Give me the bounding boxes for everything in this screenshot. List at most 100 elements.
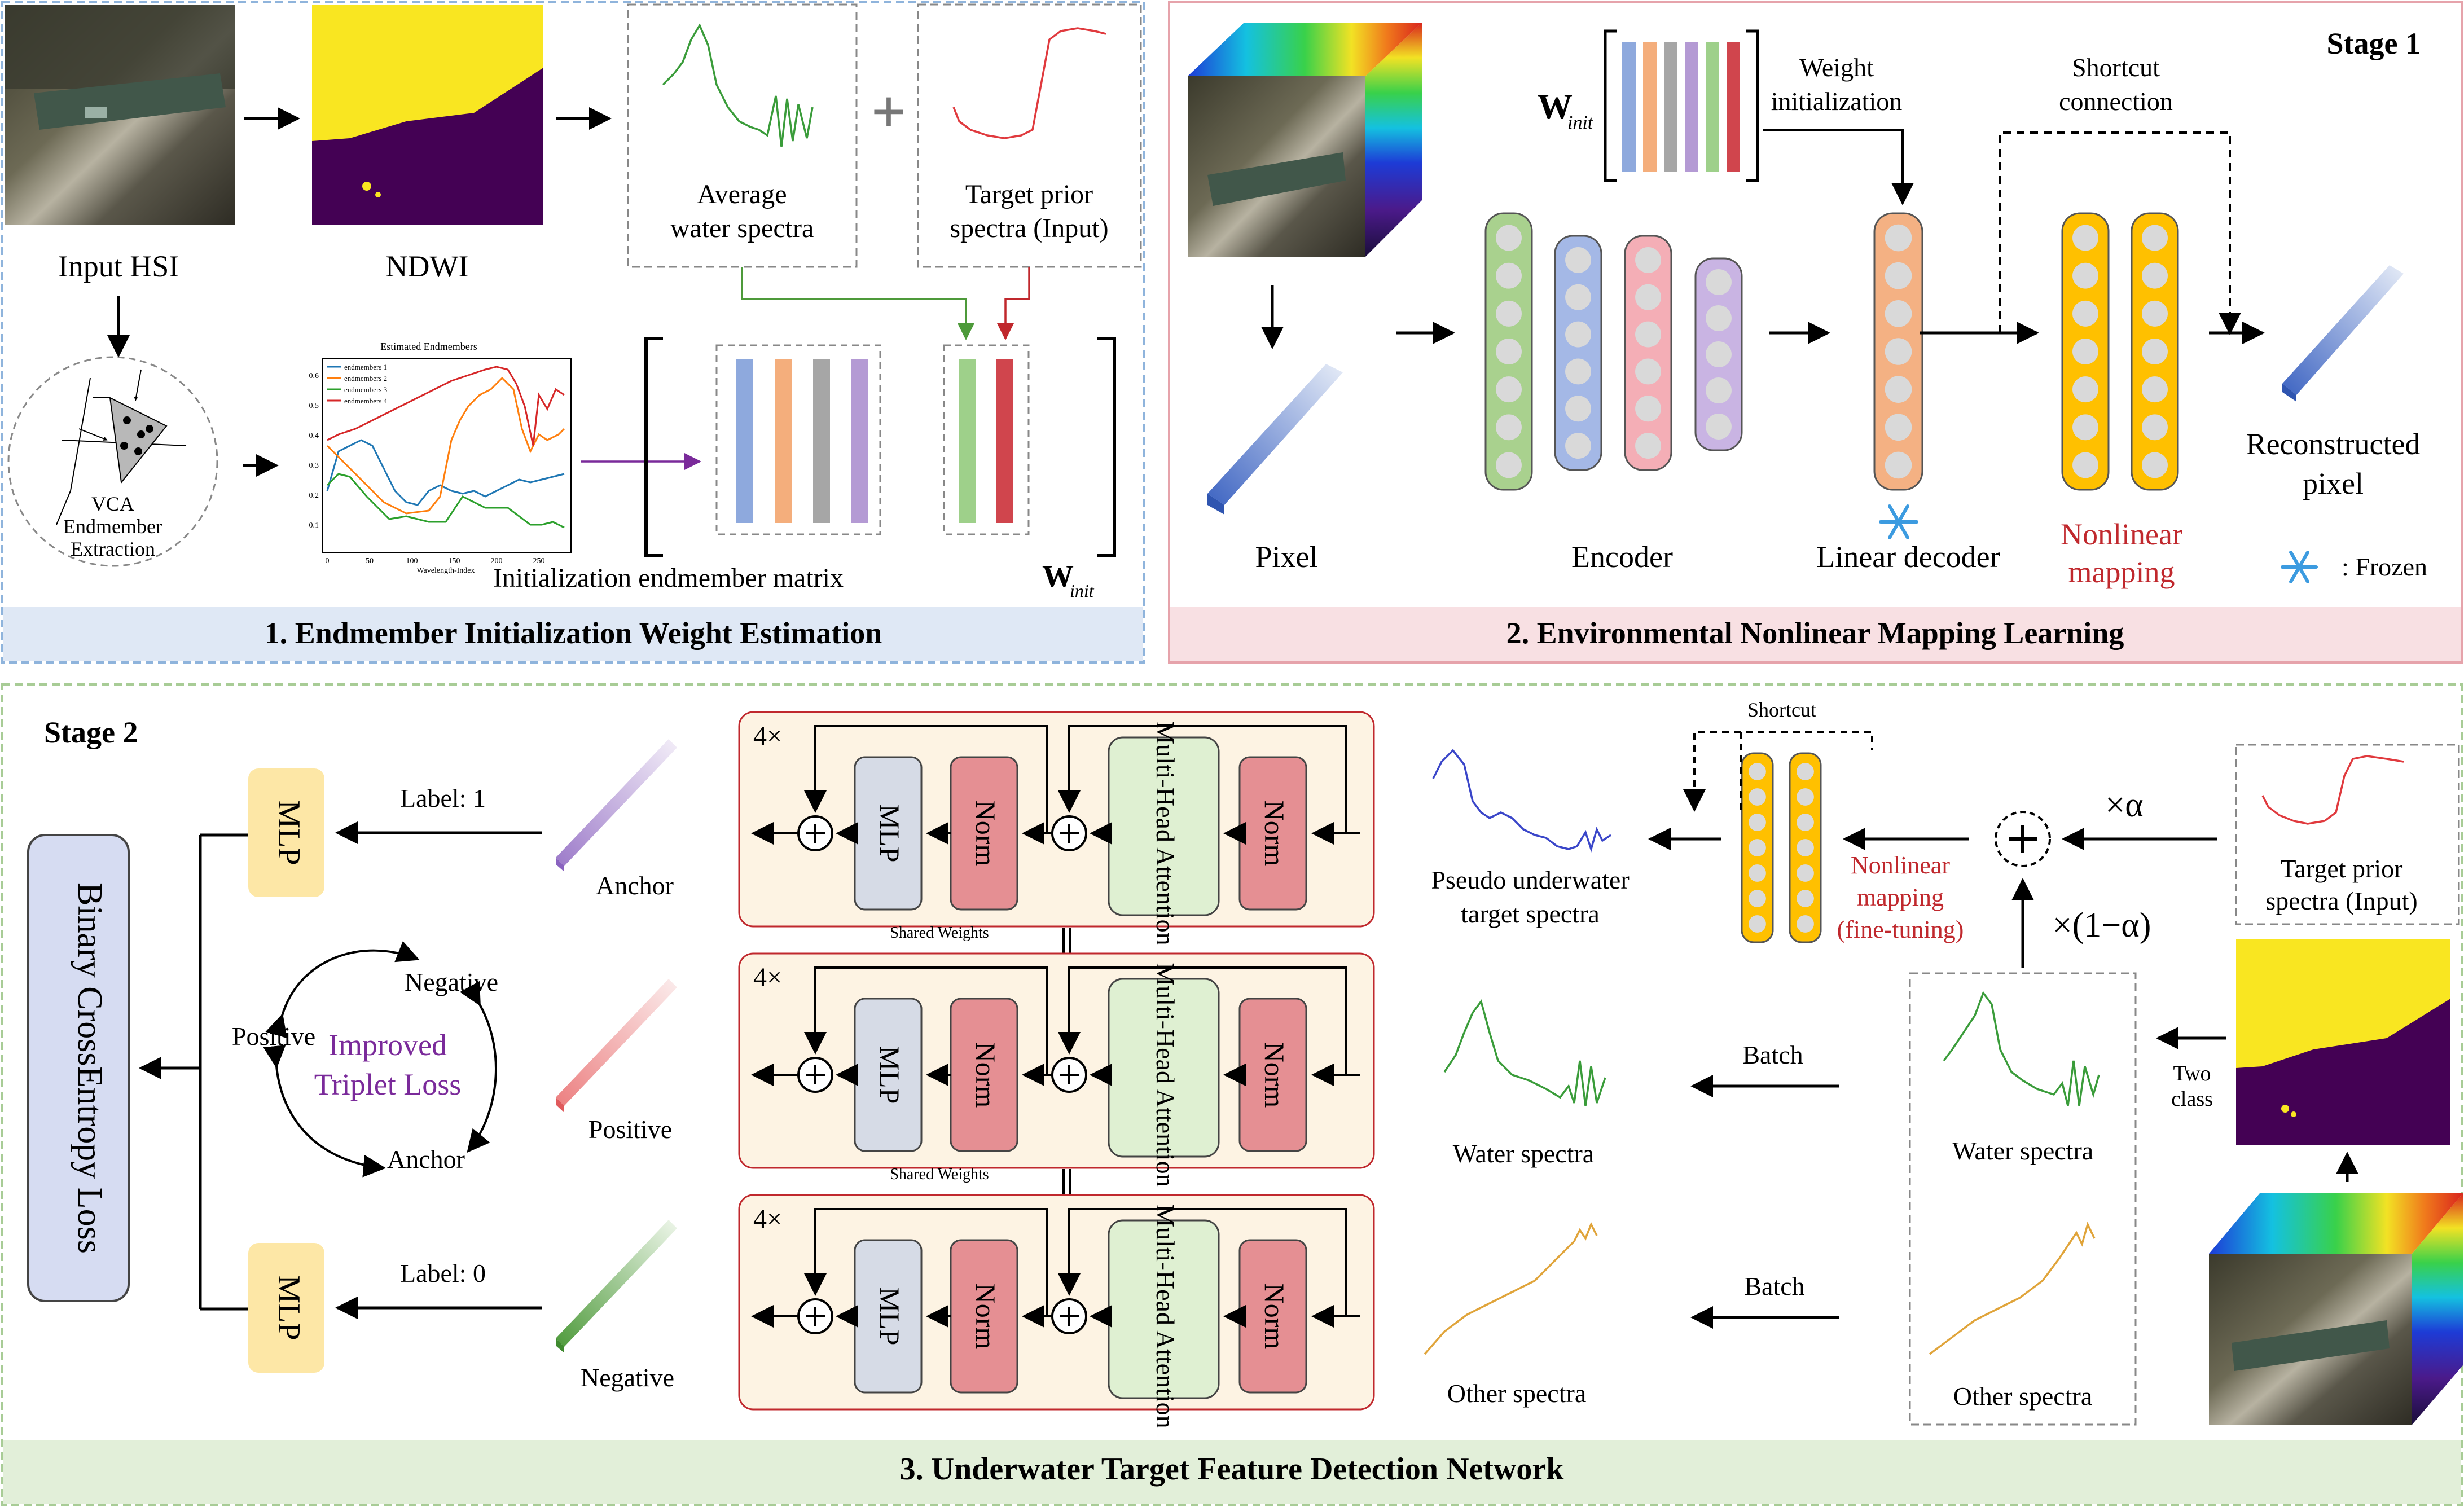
- neuron: [1797, 814, 1814, 831]
- pseudo-label2: target spectra: [1461, 899, 1600, 928]
- neuron: [2142, 339, 2168, 364]
- xtick: 200: [491, 557, 503, 565]
- curve-endmember-2: [326, 376, 565, 515]
- two-class-label2: class: [2171, 1087, 2213, 1111]
- winit-bar: [1706, 42, 1719, 172]
- neuron: [2072, 452, 2098, 478]
- init-bar: [775, 359, 792, 523]
- plus-sign: +: [871, 77, 907, 146]
- block-norm-label: Norm: [1259, 1042, 1290, 1108]
- block-mlp-label: MLP: [874, 805, 906, 863]
- triplet-positive: Positive: [232, 1022, 315, 1051]
- winit-symbol: W: [1538, 88, 1573, 126]
- residual-path-1: [1058, 725, 1347, 833]
- nonlinear-label1: Nonlinear: [2061, 517, 2182, 551]
- frozen-legend-icon: [2281, 551, 2318, 583]
- pixel-bar: [1207, 364, 1343, 515]
- other-box-curve: [1929, 1222, 2096, 1355]
- winit-bracket-left: [1604, 29, 1617, 182]
- panel1-title-bar: [3, 607, 1143, 661]
- pseudo-label1: Pseudo underwater: [1431, 865, 1629, 894]
- weight-init-label1: Weight: [1799, 53, 1874, 82]
- shortcut-label1: Shortcut: [2072, 53, 2160, 82]
- two-class-image: [2236, 939, 2450, 1145]
- plot-xticks: 0 50 100 150 200 250: [326, 557, 545, 565]
- batch-label-water: Batch: [1742, 1040, 1803, 1069]
- positive-label: Positive: [588, 1115, 672, 1144]
- finetune-label3: (fine-tuning): [1837, 916, 1964, 943]
- prior-label1: Target prior: [965, 179, 1093, 209]
- neuron: [2072, 376, 2098, 403]
- negative-bar: [556, 1220, 677, 1353]
- transformer-block: 4× MLP Norm Multi-Head Attention Norm Shared …: [738, 952, 1375, 1195]
- winit-bars: [1622, 42, 1740, 172]
- neuron: [1635, 433, 1661, 459]
- mlp-top-label: MLP: [271, 800, 306, 865]
- legend-item: endmembers 1: [344, 363, 387, 371]
- transformer-block: 4× MLP Norm Multi-Head Attention Norm Shared …: [738, 711, 1375, 954]
- neuron: [2072, 262, 2098, 289]
- stage2-prior-curve: [2261, 755, 2404, 825]
- neuron: [1797, 763, 1814, 780]
- neuron: [1706, 269, 1732, 295]
- residual-path-2: [804, 1208, 1048, 1316]
- xtick: 150: [449, 557, 460, 565]
- batch-label-other: Batch: [1744, 1272, 1804, 1300]
- legend-item: endmembers 3: [344, 385, 387, 394]
- ytick: 0.3: [309, 462, 319, 470]
- input-hsi-label: Input HSI: [58, 249, 179, 283]
- pixel-label: Pixel: [1255, 540, 1317, 574]
- panel-endmember-init: 1. Endmember Initialization Weight Estim…: [1, 1, 1145, 664]
- mlp-bottom-label: MLP: [271, 1275, 306, 1340]
- neuron: [2142, 300, 2168, 327]
- encoder-layers: [1484, 212, 1743, 491]
- other-curve: [1424, 1222, 1598, 1355]
- vca-label3: Extraction: [71, 538, 155, 560]
- prior-bar: [996, 359, 1013, 523]
- reconstructed-pixel-bar: [2282, 265, 2404, 402]
- panel3-border: [1, 683, 2463, 1506]
- plot-xlabel: Wavelength-Index: [416, 566, 475, 575]
- avg-water-label2: water spectra: [670, 213, 814, 243]
- plot-legend: endmembers 1 endmembers 2 endmembers 3 e…: [327, 363, 388, 405]
- ytick: 0.4: [309, 432, 319, 440]
- matrix-bracket-left: [644, 337, 663, 557]
- neuron: [1635, 321, 1661, 348]
- panel2-border: [1168, 1, 2463, 664]
- neuron: [1749, 763, 1766, 780]
- neuron: [2142, 414, 2168, 441]
- xtick: 0: [326, 557, 330, 565]
- ndwi-image: [312, 5, 543, 225]
- negative-label: Negative: [581, 1363, 674, 1392]
- frozen-legend-label: : Frozen: [2342, 552, 2427, 581]
- nonlinear-mapping-layers: [2061, 212, 2179, 491]
- block-mha-label: Multi-Head Attention: [1151, 1204, 1180, 1428]
- repeat-label: 4×: [753, 721, 782, 751]
- stage2-prior-label2: spectra (Input): [2265, 886, 2418, 915]
- neuron: [2142, 452, 2168, 478]
- neuron: [1496, 414, 1522, 441]
- prior-bar: [959, 359, 976, 523]
- snowflake-icon: [1879, 504, 1918, 539]
- finetune-nonlinear-layers: [1741, 752, 1822, 943]
- water-box-label: Water spectra: [1952, 1136, 2093, 1165]
- bce-connector: [199, 833, 248, 1311]
- stage1-label: Stage 1: [2327, 27, 2421, 60]
- block-norm-label: Norm: [1259, 1284, 1290, 1350]
- finetune-shortcut-label: Shortcut: [1747, 698, 1816, 721]
- finetune-layer-1: [1741, 752, 1774, 943]
- residual-path-1: [1058, 966, 1347, 1075]
- water-box-curve: [1943, 991, 2100, 1106]
- stage2-label: Stage 2: [44, 715, 138, 749]
- finetune-label1: Nonlinear: [1851, 851, 1950, 879]
- neuron: [1885, 300, 1912, 327]
- winit-bracket-right: [1746, 29, 1759, 182]
- w-init-subscript: init: [1070, 581, 1095, 601]
- repeat-label: 4×: [753, 963, 782, 992]
- neuron: [1496, 225, 1522, 251]
- residual-path-1: [1058, 1208, 1347, 1316]
- winit-bar: [1643, 42, 1657, 172]
- curve-endmember-1: [326, 439, 565, 506]
- neuron: [1797, 839, 1814, 856]
